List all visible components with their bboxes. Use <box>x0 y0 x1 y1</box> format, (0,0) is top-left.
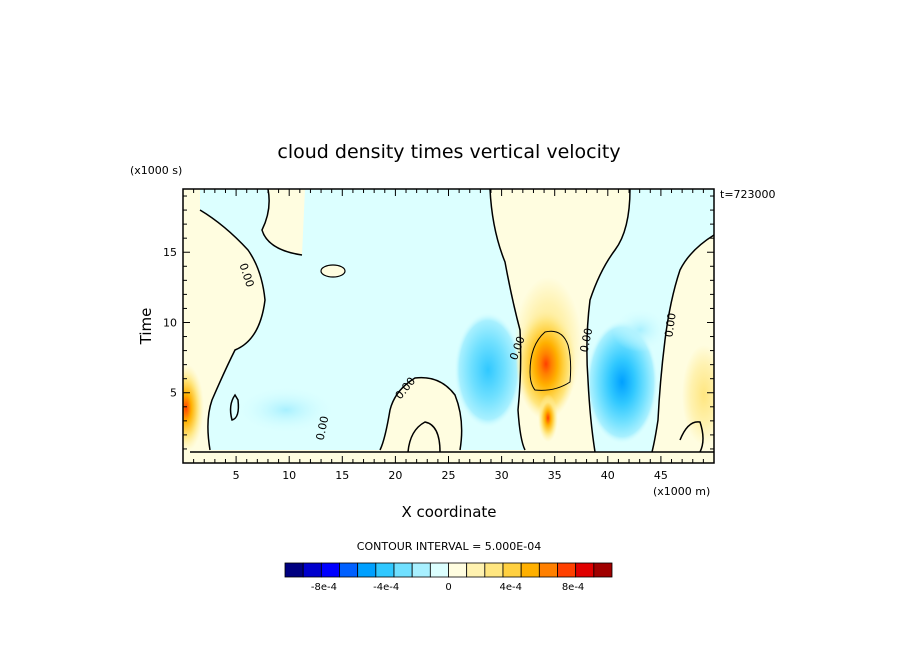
colorbar-swatch <box>320 562 340 578</box>
contour-label: 0.00 <box>578 327 596 354</box>
colorbar-swatch <box>538 562 558 578</box>
contour-label: 0.00 <box>662 312 678 338</box>
zero-contours <box>190 189 714 453</box>
colorbar-swatch <box>484 562 504 578</box>
pos-feature-edge-right <box>682 345 714 445</box>
chart-title: cloud density times vertical velocity <box>277 141 620 163</box>
x-tick-label: 25 <box>442 469 456 482</box>
colorbar-label: 4e-4 <box>500 582 523 593</box>
x-axis-label: X coordinate <box>401 503 496 521</box>
colorbar-swatch <box>393 562 413 578</box>
colorbar-swatch <box>411 562 431 578</box>
colorbar: -8e-4 -4e-4 0 4e-4 8e-4 <box>284 562 613 593</box>
pos-feature-edge-left <box>183 364 204 452</box>
colorbar-swatch <box>448 562 468 578</box>
x-tick-label: 10 <box>282 469 296 482</box>
x-tick-label: 15 <box>335 469 349 482</box>
y-axis: 5 10 15 <box>163 195 714 450</box>
colorbar-swatch <box>520 562 540 578</box>
colorbar-swatch <box>575 562 595 578</box>
colorbar-label: 0 <box>445 582 451 593</box>
positive-contour <box>529 330 572 391</box>
colorbar-swatch <box>339 562 359 578</box>
x-tick-label: 40 <box>601 469 615 482</box>
x-axis: 5 10 15 20 25 30 35 40 45 <box>193 189 704 482</box>
pos-feature-main <box>516 308 576 420</box>
colorbar-swatch <box>357 562 377 578</box>
colorbar-swatch <box>466 562 486 578</box>
x-tick-label: 20 <box>388 469 402 482</box>
colorbar-swatch <box>557 562 577 578</box>
y-tick-label: 5 <box>170 387 177 400</box>
y-axis-label: Time <box>137 308 155 346</box>
colorbar-swatch <box>375 562 395 578</box>
y-tick-label: 15 <box>163 246 177 259</box>
x-tick-label: 5 <box>233 469 240 482</box>
colorbar-label: -8e-4 <box>311 582 337 593</box>
colorbar-label: -4e-4 <box>373 582 399 593</box>
y-units-label: (x1000 s) <box>130 164 182 177</box>
colorbar-swatch <box>502 562 522 578</box>
pos-feature-lower <box>538 394 558 442</box>
y-tick-label: 10 <box>163 316 177 329</box>
negative-region-left <box>200 189 525 450</box>
colorbar-label: 8e-4 <box>562 582 585 593</box>
neg-feature-mid <box>454 312 522 428</box>
time-stamp: t=723000 <box>720 188 776 201</box>
heatmap-field: 0.00 0.00 0.00 0.00 0.00 0.00 <box>183 189 714 463</box>
x-tick-label: 45 <box>654 469 668 482</box>
cell-island <box>320 264 346 278</box>
contour-interval-text: CONTOUR INTERVAL = 5.000E-04 <box>357 540 541 553</box>
colorbar-swatch <box>284 562 304 578</box>
x-tick-label: 30 <box>495 469 509 482</box>
colorbar-swatch <box>302 562 322 578</box>
x-units-label: (x1000 m) <box>653 485 710 498</box>
contour-label: 0.00 <box>314 415 332 442</box>
x-tick-label: 35 <box>548 469 562 482</box>
neg-feature-weak-a <box>236 386 336 434</box>
colorbar-swatch <box>593 562 613 578</box>
neg-feature-weak-b <box>612 308 668 352</box>
colorbar-swatch <box>429 562 449 578</box>
